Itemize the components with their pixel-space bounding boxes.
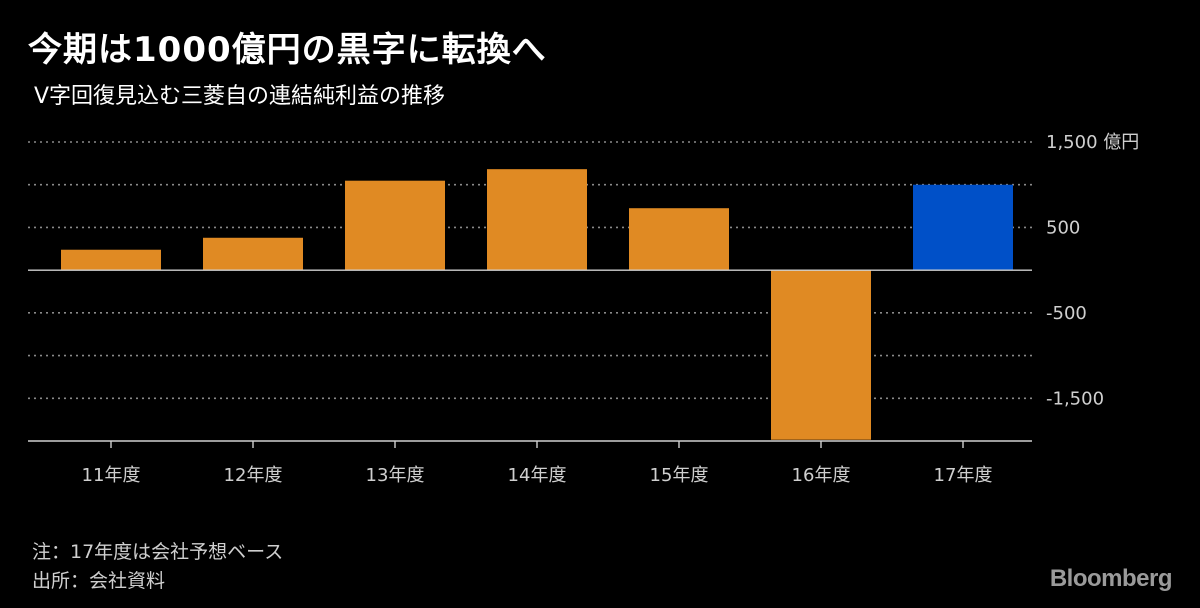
footnote: 注：17年度は会社予想ベース [32,541,284,563]
bar-16年度 [771,270,871,440]
x-tick-label: 13年度 [366,465,425,486]
source-note: 出所：会社資料 [32,570,166,592]
x-tick-label: 11年度 [82,465,141,486]
x-tick-label: 12年度 [224,465,283,486]
x-tick-label: 15年度 [650,465,709,486]
y-tick-label: -500 [1046,303,1087,324]
x-tick-label: 17年度 [934,465,993,486]
x-tick-label: 14年度 [508,465,567,486]
bar-17年度 [913,184,1013,271]
bar-11年度 [61,249,161,271]
y-tick-label: -1,500 [1046,388,1104,409]
bar-12年度 [203,237,303,271]
y-tick-label: 500 [1046,217,1080,238]
x-tick-label: 16年度 [792,465,851,486]
bloomberg-logo: Bloomberg [1049,565,1173,592]
chart-subtitle: V字回復見込む三菱自の連結純利益の推移 [34,84,446,109]
axes [28,269,1032,448]
bar-14年度 [487,169,587,271]
y-tick-label: 1,500 億円 [1046,132,1139,153]
bar-15年度 [629,208,729,271]
bar-13年度 [345,180,445,271]
bars [61,169,1013,440]
chart-title: 今期は1000億円の黒字に転換へ [28,30,547,70]
tick-labels: 1,500 億円 500 -500 -1,500 11年度 12年度 13年度 14年度 15年… [82,132,1140,486]
